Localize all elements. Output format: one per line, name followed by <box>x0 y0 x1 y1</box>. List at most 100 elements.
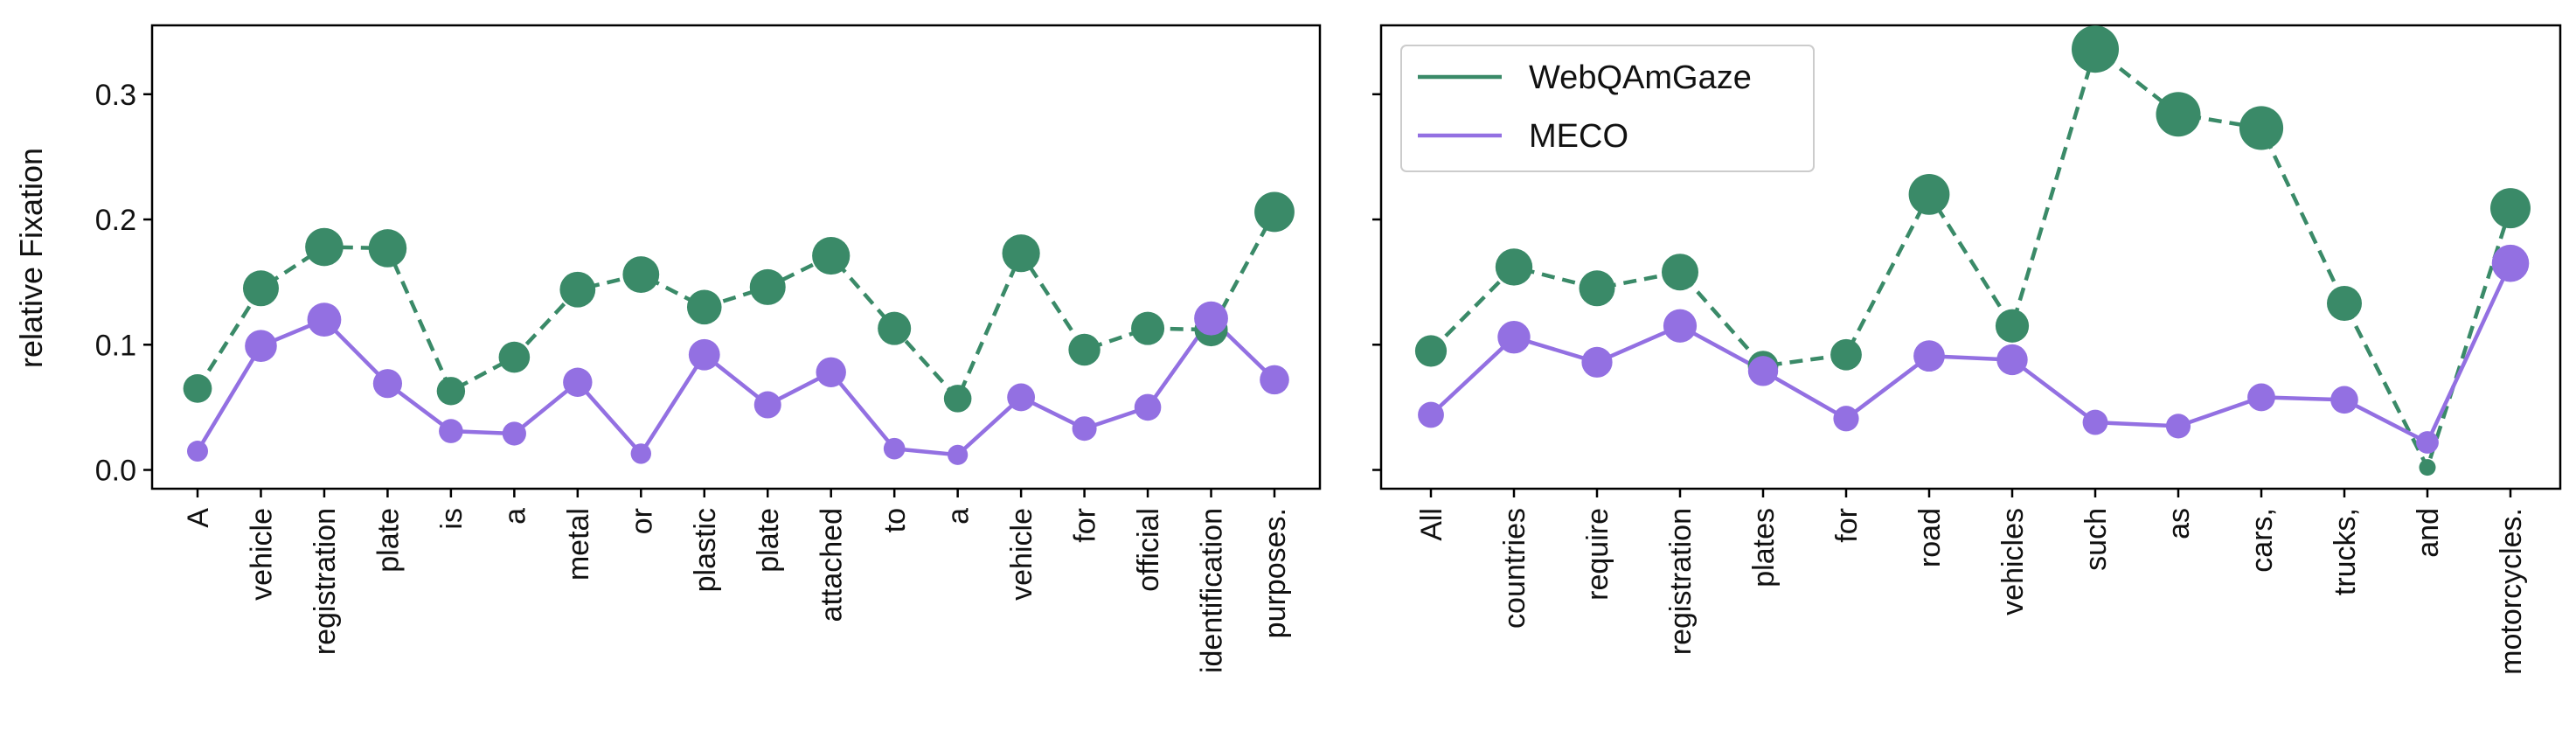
marker-meco <box>1007 383 1036 412</box>
marker-webqamgaze <box>183 374 212 403</box>
marker-webqamgaze <box>1068 333 1101 366</box>
marker-meco <box>883 437 906 460</box>
marker-meco <box>688 338 720 371</box>
x-tick-label: vehicle <box>245 508 278 601</box>
marker-webqamgaze <box>1414 335 1448 367</box>
marker-webqamgaze <box>498 341 531 373</box>
marker-meco <box>187 441 208 462</box>
marker-meco <box>1134 393 1162 421</box>
marker-webqamgaze <box>1830 338 1862 371</box>
left-panel: 0.0 0.1 0.2 0.3 A vehicle registration plate is a… <box>95 24 1322 673</box>
marker-webqamgaze <box>2072 25 2119 73</box>
x-tick-label: official <box>1132 508 1165 592</box>
marker-meco <box>245 330 277 363</box>
marker-meco <box>948 444 969 465</box>
marker-webqamgaze <box>749 268 786 305</box>
x-tick-label: require <box>1581 508 1614 601</box>
marker-meco <box>502 421 526 446</box>
y-tick-label: 0.3 <box>95 79 136 112</box>
x-tick-label: plate <box>752 508 785 573</box>
marker-webqamgaze <box>559 271 596 308</box>
x-tick-label: or <box>625 508 658 534</box>
x-tick-label: registration <box>1664 508 1698 655</box>
marker-webqamgaze <box>1002 234 1040 273</box>
marker-meco <box>2416 431 2439 454</box>
marker-webqamgaze <box>1662 254 1698 291</box>
legend-label: MECO <box>1529 118 1628 155</box>
marker-webqamgaze <box>1254 191 1295 233</box>
x-tick-label: plastic <box>689 508 722 592</box>
marker-webqamgaze <box>242 270 279 307</box>
x-tick-label: purposes. <box>1259 508 1292 638</box>
x-tick-label: attached <box>816 508 849 622</box>
marker-meco <box>2330 386 2358 414</box>
x-tick-label: such <box>2080 508 2113 571</box>
marker-meco <box>1747 356 1779 386</box>
x-tick-label: to <box>878 508 912 532</box>
marker-meco <box>307 302 342 337</box>
marker-meco <box>372 369 403 399</box>
marker-meco <box>1913 340 1945 372</box>
marker-meco <box>2082 409 2108 435</box>
x-tick-label: countries <box>1498 508 1531 629</box>
x-tick-label: for <box>1069 508 1102 543</box>
marker-meco <box>1833 406 1859 432</box>
x-tick-label: vehicle <box>1005 508 1038 601</box>
x-tick-label: vehicles <box>1996 508 2030 615</box>
marker-webqamgaze <box>436 377 466 406</box>
marker-meco <box>1418 401 1444 428</box>
x-tick-label: for <box>1830 508 1864 543</box>
x-tick-label: road <box>1913 508 1947 567</box>
x-tick-label: a <box>942 508 976 525</box>
marker-webqamgaze <box>2490 188 2531 229</box>
x-tick-label: plates <box>1747 508 1781 588</box>
marker-meco <box>1663 309 1698 343</box>
marker-meco <box>630 443 651 464</box>
marker-meco <box>439 419 463 443</box>
legend-label: WebQAmGaze <box>1529 59 1752 96</box>
x-tick-label: and <box>2412 508 2445 558</box>
marker-webqamgaze <box>2239 106 2284 150</box>
marker-webqamgaze <box>2419 459 2436 476</box>
marker-meco <box>753 391 781 419</box>
y-axis-label: relative Fixation <box>13 148 49 368</box>
legend: WebQAmGaze MECO <box>1400 45 1815 172</box>
marker-meco <box>1260 365 1289 395</box>
x-tick-label: A <box>182 508 215 528</box>
marker-meco <box>1072 416 1097 442</box>
legend-box <box>1400 45 1815 172</box>
marker-meco <box>2247 383 2275 412</box>
marker-meco <box>1581 346 1613 378</box>
series-line-webqamgaze <box>196 211 1276 401</box>
marker-webqamgaze <box>1995 309 2030 343</box>
marker-webqamgaze <box>622 256 660 293</box>
marker-meco <box>2491 244 2530 282</box>
marker-webqamgaze <box>878 311 912 345</box>
marker-webqamgaze <box>1908 173 1950 215</box>
plot-frame <box>1379 24 2562 490</box>
marker-webqamgaze <box>2327 286 2362 321</box>
marker-meco <box>1996 344 2028 376</box>
marker-webqamgaze <box>812 236 851 275</box>
marker-webqamgaze <box>686 289 722 325</box>
x-tick-label: metal <box>562 508 595 581</box>
marker-meco <box>1194 301 1228 336</box>
x-tick-label: motorcycles. <box>2495 508 2528 675</box>
marker-meco <box>2165 414 2191 439</box>
plot-frame <box>150 24 1322 490</box>
x-tick-label: identification <box>1196 508 1229 673</box>
marker-meco <box>1497 320 1531 354</box>
marker-webqamgaze <box>1495 248 1533 286</box>
marker-webqamgaze <box>943 385 972 413</box>
y-tick-label: 0.1 <box>95 329 136 362</box>
x-tick-label: cars, <box>2246 508 2279 573</box>
x-tick-label: All <box>1415 508 1448 541</box>
x-tick-label: registration <box>309 508 342 655</box>
marker-webqamgaze <box>2156 92 2201 137</box>
marker-meco <box>816 357 846 387</box>
marker-webqamgaze <box>1131 311 1165 345</box>
marker-webqamgaze <box>368 229 407 268</box>
marker-meco <box>563 367 593 397</box>
x-tick-label: as <box>2163 508 2196 539</box>
